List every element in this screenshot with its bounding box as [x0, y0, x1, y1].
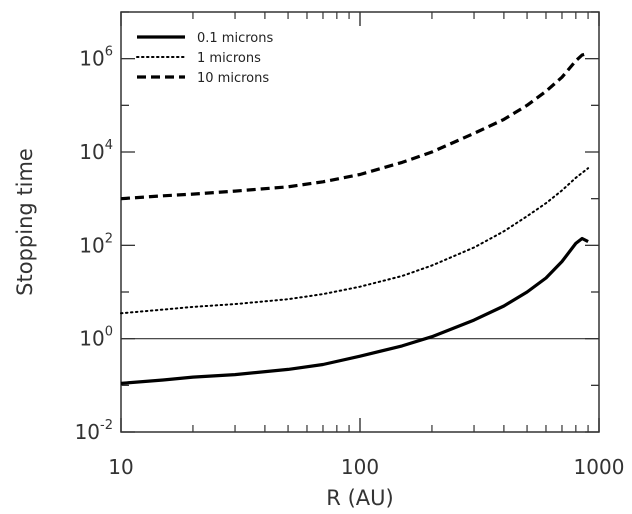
y-axis-title: Stopping time — [13, 148, 37, 296]
legend-label: 1 microns — [197, 51, 261, 66]
x-tick-label: 100 — [341, 455, 379, 479]
y-tick-exponent: 4 — [105, 138, 113, 153]
y-tick-exponent: 0 — [105, 325, 113, 340]
y-tick-label: 102 — [79, 231, 113, 257]
x-axis-title: R (AU) — [326, 486, 393, 510]
y-tick-base: 10 — [79, 140, 104, 164]
series-line-solid — [120, 236, 589, 385]
y-tick-base: 10 — [75, 420, 100, 444]
y-tick-base: 10 — [79, 47, 104, 71]
y-tick-exponent: -2 — [100, 418, 113, 433]
y-tick-label: 10-2 — [75, 418, 113, 444]
legend-label: 10 microns — [197, 71, 269, 86]
x-tick-label: 1000 — [574, 455, 625, 479]
legend: 0.1 microns 1 microns 10 microns — [136, 31, 273, 86]
series-line-dashed — [120, 51, 589, 201]
y-tick-base: 10 — [79, 233, 104, 257]
y-tick-label: 100 — [79, 325, 113, 351]
y-tick-base: 10 — [79, 327, 104, 351]
x-axis-ticks: 10 100 1000 — [108, 12, 624, 479]
y-tick-exponent: 2 — [105, 231, 113, 246]
legend-label: 0.1 microns — [197, 31, 273, 46]
y-tick-exponent: 6 — [105, 45, 113, 60]
x-tick-label: 10 — [108, 455, 133, 479]
series-line-dotted — [120, 167, 590, 315]
y-tick-label: 106 — [79, 45, 113, 71]
y-tick-label: 104 — [79, 138, 113, 164]
data-series — [120, 51, 590, 385]
plot-frame — [120, 11, 600, 433]
